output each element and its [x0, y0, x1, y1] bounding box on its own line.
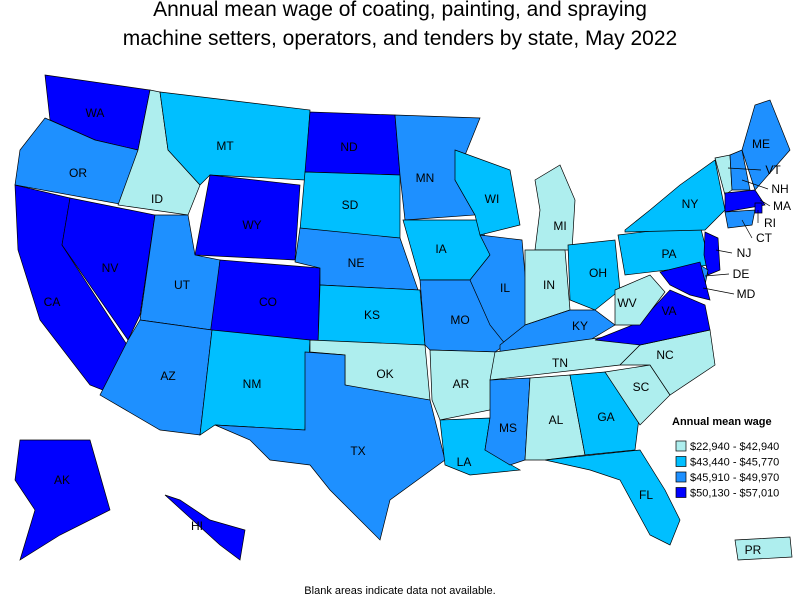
legend-label: $45,910 - $49,970: [690, 472, 779, 484]
state: [659, 261, 711, 301]
state-label: NY: [682, 197, 699, 211]
leader-line: [759, 199, 771, 207]
legend-label: $50,130 - $57,010: [690, 488, 779, 500]
state-label: NV: [102, 261, 119, 275]
state-label: CA: [44, 295, 61, 309]
state-label: GA: [597, 410, 614, 424]
title-line: machine setters, operators, and tenders …: [123, 27, 677, 50]
state-label: MN: [416, 171, 435, 185]
state-label: NJ: [737, 246, 752, 260]
state-label: ID: [151, 192, 163, 206]
state-label: TN: [552, 356, 568, 370]
state-label: WY: [242, 218, 261, 232]
state-label: IN: [543, 278, 555, 292]
leader-line: [702, 287, 735, 295]
state-label: SD: [342, 198, 359, 212]
state: [741, 99, 791, 191]
state: [164, 494, 246, 561]
state: [544, 449, 681, 546]
state: [624, 159, 726, 233]
state-label: WV: [617, 296, 636, 310]
state-label: ME: [752, 137, 770, 151]
state-label: RI: [764, 216, 776, 230]
state-label: UT: [174, 278, 191, 292]
state-label: AR: [453, 377, 470, 391]
leader-line: [715, 249, 733, 254]
state-label: PA: [661, 247, 676, 261]
state-label: OH: [589, 266, 607, 280]
state: [524, 374, 586, 461]
state-label: CT: [756, 231, 773, 245]
state-label: MI: [553, 219, 566, 233]
state-label: PR: [745, 543, 762, 557]
legend-label: $22,940 - $42,940: [690, 441, 779, 453]
state-label: NC: [656, 348, 674, 362]
legend-label: $43,440 - $45,770: [690, 457, 779, 469]
leader-line: [704, 273, 730, 277]
state-labels: WA OR CA NV ID MT WY UT CO AZ NM ND SD NE KS OK TX MN IA MO…: [44, 106, 791, 557]
leader-line: [741, 179, 769, 190]
state: [734, 536, 793, 561]
state-label: MS: [499, 421, 517, 435]
legend-title: Annual mean wage: [672, 416, 772, 428]
state: [534, 164, 576, 251]
footnote: Blank areas indicate data not available.: [304, 585, 495, 597]
state-label: KS: [364, 308, 380, 322]
state: [214, 351, 446, 541]
state-label: VT: [765, 163, 781, 177]
state-label: NE: [348, 256, 365, 270]
state-label: NH: [771, 182, 788, 196]
state-label: NM: [243, 377, 262, 391]
state: [754, 202, 763, 214]
state-label: KY: [572, 319, 588, 333]
legend: $22,940 - $42,940 $43,440 - $45,770 $45,91…: [675, 440, 779, 500]
state-label: TX: [350, 444, 365, 458]
title-line: Annual mean wage of coating, painting, a…: [153, 0, 647, 21]
state-label: IA: [435, 242, 446, 256]
state: [469, 234, 531, 351]
state-label: CO: [259, 295, 277, 309]
states: [14, 74, 793, 561]
legend-swatch: [675, 456, 687, 467]
state: [61, 197, 156, 341]
state: [567, 239, 621, 311]
state-label: IL: [500, 281, 510, 295]
state-label: SC: [633, 380, 650, 394]
state-label: OR: [69, 166, 87, 180]
state-label: AZ: [160, 369, 175, 383]
state-label: WI: [485, 192, 500, 206]
state: [429, 349, 501, 421]
state-label: VA: [661, 304, 676, 318]
state-label: MO: [450, 313, 469, 327]
state-label: FL: [639, 488, 653, 502]
state-label: AL: [549, 413, 564, 427]
state-label: LA: [457, 455, 472, 469]
state-label: OK: [376, 367, 393, 381]
state: [724, 209, 756, 229]
state: [729, 149, 751, 191]
state: [614, 274, 666, 326]
state-label: MA: [773, 199, 791, 213]
state-label: AK: [54, 473, 70, 487]
state-label: MD: [737, 287, 756, 301]
state-label: ND: [340, 140, 358, 154]
leader-line: [741, 219, 753, 239]
state: [14, 439, 111, 561]
state: [703, 231, 721, 276]
legend-swatch: [675, 487, 687, 498]
state-label: MT: [216, 139, 234, 153]
legend-swatch: [675, 440, 687, 452]
state-label: WA: [86, 106, 105, 120]
legend-swatch: [675, 471, 687, 483]
leader-line: [727, 167, 762, 171]
state-label: DE: [733, 267, 750, 281]
state-label: HI: [191, 519, 203, 533]
